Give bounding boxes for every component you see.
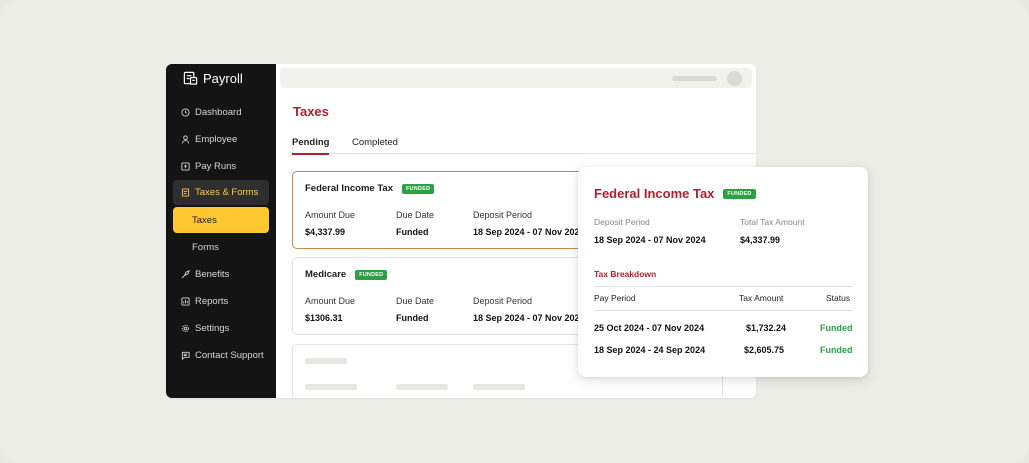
sidebar-item-pay-runs[interactable]: Pay Runs	[173, 154, 269, 179]
amount-due-label: Amount Due	[305, 210, 356, 220]
person-icon	[181, 135, 190, 144]
document-icon	[181, 188, 190, 197]
sidebar-item-forms[interactable]: Forms	[173, 235, 269, 260]
breakdown-title: Tax Breakdown	[594, 269, 657, 279]
row-tax-amount: $2,605.75	[744, 345, 785, 355]
sidebar-item-contact-support[interactable]: Contact Support	[173, 343, 269, 368]
reports-icon	[181, 297, 190, 306]
sidebar-item-label: Contact Support	[195, 350, 264, 361]
tax-detail-panel: Federal Income Tax FUNDED Deposit Period…	[578, 167, 868, 377]
row-tax-amount: $1,732.24	[746, 323, 787, 333]
page-title: Taxes	[293, 104, 329, 119]
row-status: Funded	[820, 323, 853, 333]
sidebar-item-label: Pay Runs	[195, 161, 237, 172]
deposit-period-value: 18 Sep 2024 - 07 Nov 2024	[594, 235, 706, 245]
sidebar-item-dashboard[interactable]: Dashboard	[173, 100, 269, 125]
detail-title-text: Federal Income Tax	[594, 186, 715, 201]
row-pay-period: 25 Oct 2024 - 07 Nov 2024	[594, 323, 705, 333]
due-date-label: Due Date	[396, 296, 435, 306]
deposit-period-value: 18 Sep 2024 - 07 Nov 2024	[473, 227, 585, 237]
sidebar-item-reports[interactable]: Reports	[173, 289, 269, 314]
sidebar-item-label: Taxes	[192, 214, 217, 226]
status-badge: FUNDED	[723, 188, 756, 199]
clock-icon	[181, 108, 190, 117]
skeleton-line	[305, 358, 347, 364]
sidebar-item-employee[interactable]: Employee	[173, 127, 269, 152]
sidebar-item-benefits[interactable]: Benefits	[173, 262, 269, 287]
sidebar-item-label: Reports	[195, 296, 229, 307]
app-name: Payroll	[203, 71, 243, 86]
sidebar-item-label: Settings	[195, 323, 230, 334]
deposit-period-label: Deposit Period	[473, 296, 533, 306]
deposit-period-value: 18 Sep 2024 - 07 Nov 2024	[473, 313, 585, 323]
due-date-value: Funded	[396, 313, 429, 323]
total-tax-label: Total Tax Amount	[740, 217, 805, 227]
card-title: Federal Income Tax FUNDED	[305, 183, 435, 194]
skeleton-line	[473, 384, 525, 390]
amount-due-value: $1306.31	[305, 313, 343, 323]
benefits-icon	[181, 270, 190, 279]
sidebar-item-settings[interactable]: Settings	[173, 316, 269, 341]
card-title: Medicare FUNDED	[305, 269, 388, 280]
amount-due-label: Amount Due	[305, 296, 356, 306]
sidebar: Payroll Dashboard Employee Pay Runs Taxe…	[166, 64, 276, 398]
chat-icon	[181, 351, 190, 360]
sidebar-item-label: Taxes & Forms	[195, 187, 259, 198]
divider	[594, 310, 853, 311]
due-date-value: Funded	[396, 227, 429, 237]
search-placeholder-bar[interactable]	[672, 76, 717, 81]
skeleton-line	[305, 384, 357, 390]
deposit-period-label: Deposit Period	[594, 217, 650, 227]
card-title-text: Federal Income Tax	[305, 183, 393, 194]
sidebar-item-label: Dashboard	[195, 107, 242, 118]
tab-bar: Pending Completed	[292, 133, 756, 155]
column-header-status: Status	[826, 293, 851, 303]
column-header-pay-period: Pay Period	[594, 293, 636, 303]
row-pay-period: 18 Sep 2024 - 24 Sep 2024	[594, 345, 706, 355]
column-header-tax-amount: Tax Amount	[739, 293, 784, 303]
due-date-label: Due Date	[396, 210, 435, 220]
sidebar-item-label: Benefits	[195, 269, 230, 280]
avatar[interactable]	[727, 71, 742, 86]
tab-completed[interactable]: Completed	[352, 137, 398, 148]
gear-icon	[181, 324, 190, 333]
status-badge: FUNDED	[355, 269, 388, 280]
status-badge: FUNDED	[402, 183, 435, 194]
sidebar-item-label: Employee	[195, 134, 238, 145]
payruns-icon	[181, 162, 190, 171]
top-bar	[280, 68, 752, 88]
total-tax-value: $4,337.99	[740, 235, 781, 245]
sidebar-item-taxes-forms[interactable]: Taxes & Forms	[173, 180, 269, 205]
payroll-logo-icon	[183, 71, 198, 85]
divider	[594, 286, 853, 287]
sidebar-item-label: Forms	[192, 242, 219, 253]
tab-pending[interactable]: Pending	[292, 137, 330, 155]
row-status: Funded	[820, 345, 853, 355]
amount-due-value: $4,337.99	[305, 227, 346, 237]
detail-title: Federal Income Tax FUNDED	[594, 186, 756, 201]
card-title-text: Medicare	[305, 269, 347, 280]
deposit-period-label: Deposit Period	[473, 210, 533, 220]
sidebar-item-taxes[interactable]: Taxes	[173, 207, 269, 233]
brand: Payroll	[183, 71, 243, 86]
skeleton-line	[396, 384, 448, 390]
